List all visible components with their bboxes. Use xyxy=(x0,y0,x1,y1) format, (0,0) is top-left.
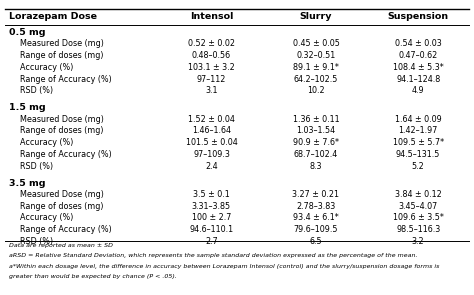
Text: 93.4 ± 6.1*: 93.4 ± 6.1* xyxy=(293,213,339,222)
Text: Intensol: Intensol xyxy=(190,12,233,21)
Text: 3.5 ± 0.1: 3.5 ± 0.1 xyxy=(193,190,230,199)
Text: 1.42–1.97: 1.42–1.97 xyxy=(399,126,438,135)
Text: 0.32–0.51: 0.32–0.51 xyxy=(296,51,336,60)
Text: 94.1–124.8: 94.1–124.8 xyxy=(396,75,440,83)
Text: RSD (%): RSD (%) xyxy=(19,162,53,171)
Text: 109.5 ± 5.7*: 109.5 ± 5.7* xyxy=(392,138,444,147)
Text: 8.3: 8.3 xyxy=(310,162,322,171)
Text: Range of doses (mg): Range of doses (mg) xyxy=(19,51,103,60)
Text: 3.31–3.85: 3.31–3.85 xyxy=(192,201,231,211)
Text: Lorazepam Dose: Lorazepam Dose xyxy=(9,12,97,21)
Text: 94.6–110.1: 94.6–110.1 xyxy=(190,225,234,234)
Text: 2.7: 2.7 xyxy=(205,237,218,246)
Text: RSD (%): RSD (%) xyxy=(19,237,53,246)
Text: Accuracy (%): Accuracy (%) xyxy=(19,63,73,72)
Text: Slurry: Slurry xyxy=(300,12,332,21)
Text: Measured Dose (mg): Measured Dose (mg) xyxy=(19,190,103,199)
Text: 0.45 ± 0.05: 0.45 ± 0.05 xyxy=(292,39,339,48)
Text: 94.5–131.5: 94.5–131.5 xyxy=(396,150,440,159)
Text: 1.46–1.64: 1.46–1.64 xyxy=(192,126,231,135)
Text: Range of Accuracy (%): Range of Accuracy (%) xyxy=(19,75,111,83)
Text: 3.45–4.07: 3.45–4.07 xyxy=(399,201,438,211)
Text: 109.6 ± 3.5*: 109.6 ± 3.5* xyxy=(393,213,444,222)
Text: 1.5 mg: 1.5 mg xyxy=(9,103,46,112)
Text: a*Within each dosage level, the difference in accuracy between Lorazepam Intenso: a*Within each dosage level, the differen… xyxy=(9,264,440,269)
Text: 3.1: 3.1 xyxy=(205,86,218,95)
Text: 1.03–1.54: 1.03–1.54 xyxy=(296,126,336,135)
Text: Range of doses (mg): Range of doses (mg) xyxy=(19,201,103,211)
Text: Data are reported as mean ± SD: Data are reported as mean ± SD xyxy=(9,243,113,248)
Text: 68.7–102.4: 68.7–102.4 xyxy=(294,150,338,159)
Text: 2.4: 2.4 xyxy=(205,162,218,171)
Text: 97–109.3: 97–109.3 xyxy=(193,150,230,159)
Text: 5.2: 5.2 xyxy=(412,162,425,171)
Text: 3.2: 3.2 xyxy=(412,237,425,246)
Text: 0.54 ± 0.03: 0.54 ± 0.03 xyxy=(395,39,442,48)
Text: 0.48–0.56: 0.48–0.56 xyxy=(192,51,231,60)
Text: Accuracy (%): Accuracy (%) xyxy=(19,213,73,222)
Text: 103.1 ± 3.2: 103.1 ± 3.2 xyxy=(188,63,235,72)
Text: Suspension: Suspension xyxy=(388,12,449,21)
Text: Measured Dose (mg): Measured Dose (mg) xyxy=(19,114,103,124)
Text: 3.84 ± 0.12: 3.84 ± 0.12 xyxy=(395,190,442,199)
Text: 101.5 ± 0.04: 101.5 ± 0.04 xyxy=(186,138,237,147)
Text: RSD (%): RSD (%) xyxy=(19,86,53,95)
Text: 98.5–116.3: 98.5–116.3 xyxy=(396,225,440,234)
Text: 0.5 mg: 0.5 mg xyxy=(9,28,46,37)
Text: 6.5: 6.5 xyxy=(310,237,322,246)
Text: 1.36 ± 0.11: 1.36 ± 0.11 xyxy=(292,114,339,124)
Text: 108.4 ± 5.3*: 108.4 ± 5.3* xyxy=(393,63,444,72)
Text: Measured Dose (mg): Measured Dose (mg) xyxy=(19,39,103,48)
Text: 79.6–109.5: 79.6–109.5 xyxy=(294,225,338,234)
Text: 2.78–3.83: 2.78–3.83 xyxy=(296,201,336,211)
Text: 100 ± 2.7: 100 ± 2.7 xyxy=(192,213,231,222)
Text: 3.27 ± 0.21: 3.27 ± 0.21 xyxy=(292,190,339,199)
Text: 0.47–0.62: 0.47–0.62 xyxy=(399,51,438,60)
Text: 10.2: 10.2 xyxy=(307,86,325,95)
Text: 90.9 ± 7.6*: 90.9 ± 7.6* xyxy=(293,138,339,147)
Text: 1.64 ± 0.09: 1.64 ± 0.09 xyxy=(395,114,442,124)
Text: 97–112: 97–112 xyxy=(197,75,226,83)
Text: aRSD = Relative Standard Deviation, which represents the sample standard deviati: aRSD = Relative Standard Deviation, whic… xyxy=(9,253,418,258)
Text: 1.52 ± 0.04: 1.52 ± 0.04 xyxy=(188,114,235,124)
Text: 89.1 ± 9.1*: 89.1 ± 9.1* xyxy=(293,63,339,72)
Text: 3.5 mg: 3.5 mg xyxy=(9,179,46,188)
Text: Range of Accuracy (%): Range of Accuracy (%) xyxy=(19,225,111,234)
Text: Range of Accuracy (%): Range of Accuracy (%) xyxy=(19,150,111,159)
Text: 4.9: 4.9 xyxy=(412,86,425,95)
Text: greater than would be expected by chance (P < .05).: greater than would be expected by chance… xyxy=(9,274,177,279)
Text: 0.52 ± 0.02: 0.52 ± 0.02 xyxy=(188,39,235,48)
Text: Range of doses (mg): Range of doses (mg) xyxy=(19,126,103,135)
Text: 64.2–102.5: 64.2–102.5 xyxy=(294,75,338,83)
Text: Accuracy (%): Accuracy (%) xyxy=(19,138,73,147)
